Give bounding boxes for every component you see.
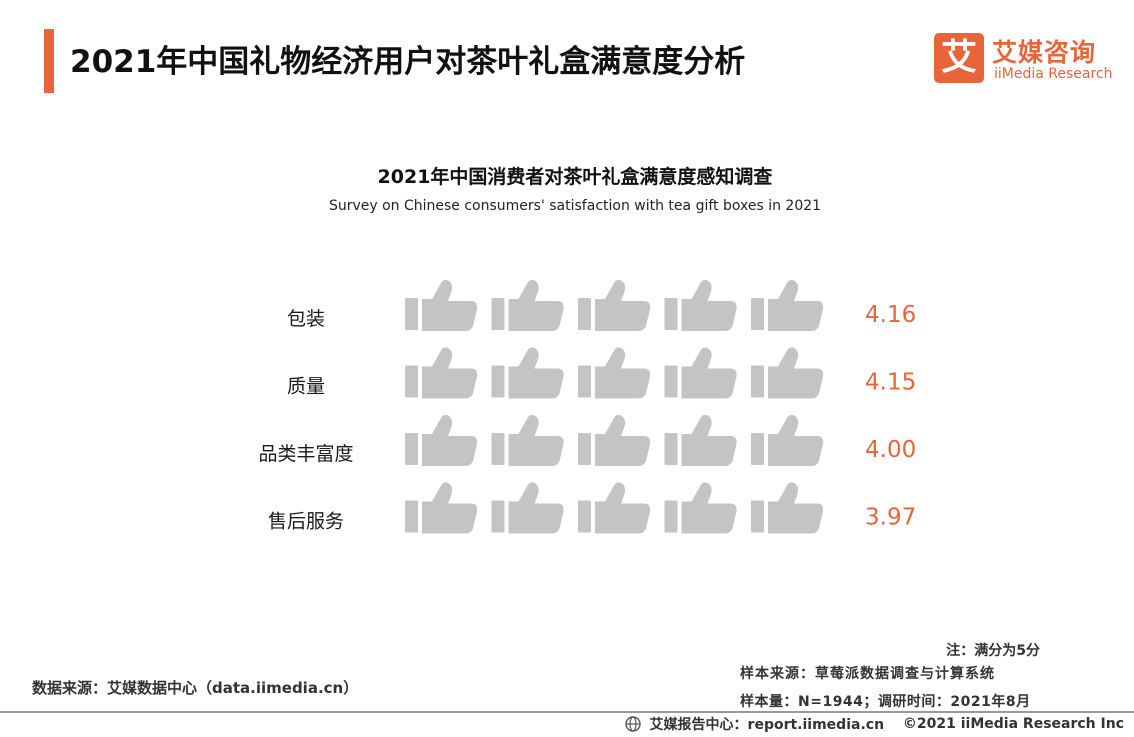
thumbs-up-icon <box>664 414 737 466</box>
footer-divider <box>0 711 1134 713</box>
chart-row: 售后服务 3.97 <box>268 482 916 534</box>
iimedia-logo: 艾 艾媒咨询 iiMedia Research <box>934 30 1114 86</box>
thumbs-up-icon <box>664 279 737 331</box>
chart-title: 2021年中国消费者对茶叶礼盒满意度感知调查 <box>377 166 773 188</box>
chart-row: 质量 4.15 <box>287 347 916 399</box>
value-label: 4.15 <box>865 370 916 396</box>
thumbs-up-icon <box>405 414 478 466</box>
chart-row: 包装 4.16 <box>287 279 916 331</box>
thumbs-up-icon <box>491 347 564 399</box>
footer: 艾媒报告中心：report.iimedia.cn ©2021 iiMedia R… <box>624 714 1124 734</box>
logo-glyph: 艾 <box>940 37 977 78</box>
value-label: 3.97 <box>865 505 916 531</box>
title-accent-bar <box>44 29 54 93</box>
chart-row: 品类丰富度 4.00 <box>258 414 916 466</box>
thumbs-up-icon <box>751 279 824 331</box>
data-source-note: 数据来源：艾媒数据中心（data.iimedia.cn） <box>32 679 359 697</box>
category-label: 包装 <box>287 308 325 330</box>
thumbs-up-icon <box>578 279 651 331</box>
footer-report-center: 艾媒报告中心：report.iimedia.cn <box>649 717 885 733</box>
logo-mark: 艾 <box>934 33 984 83</box>
category-label: 品类丰富度 <box>258 443 353 465</box>
thumbs-up-icon <box>751 482 824 534</box>
value-label: 4.16 <box>865 302 916 328</box>
thumbs-up-icon <box>664 347 737 399</box>
thumbs-up-icon <box>751 347 824 399</box>
page-title: 2021年中国礼物经济用户对茶叶礼盒满意度分析 <box>70 44 746 80</box>
category-label: 质量 <box>287 376 325 398</box>
thumbs-up-icon <box>405 279 478 331</box>
chart-subtitle: Survey on Chinese consumers' satisfactio… <box>328 198 822 214</box>
logo-name-cn: 艾媒咨询 <box>992 38 1097 67</box>
thumbs-up-icon <box>578 414 651 466</box>
value-label: 4.00 <box>865 437 916 463</box>
thumbs-up-icon <box>751 414 824 466</box>
logo-name-en: iiMedia Research <box>994 66 1113 82</box>
thumbs-up-icon <box>405 347 478 399</box>
thumbs-up-icon <box>491 279 564 331</box>
category-label: 售后服务 <box>268 511 344 533</box>
thumbs-up-icon <box>491 482 564 534</box>
thumbs-up-icon <box>405 482 478 534</box>
sample-source-note: 样本来源：草莓派数据调查与计算系统 <box>740 666 995 682</box>
full-score-note: 注：满分为5分 <box>946 643 1040 659</box>
thumbs-up-icon <box>578 482 651 534</box>
thumbs-up-icon <box>664 482 737 534</box>
sample-size-note: 样本量：N=1944；调研时间：2021年8月 <box>740 694 1031 710</box>
thumbs-up-icon <box>578 347 651 399</box>
footer-copyright: ©2021 iiMedia Research Inc <box>902 716 1124 732</box>
thumbs-up-icon <box>491 414 564 466</box>
globe-icon <box>624 716 641 732</box>
